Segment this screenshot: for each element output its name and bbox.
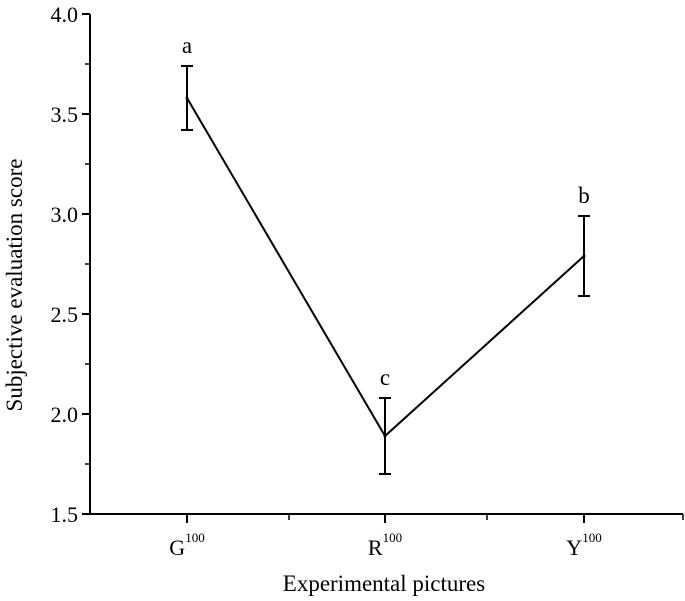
plot-area: a c b	[181, 33, 590, 475]
y-tick-label: 3.5	[51, 102, 79, 127]
x-tick-label: Y100	[566, 530, 601, 560]
y-tick-label: 2.0	[51, 402, 79, 427]
y-tick-label: 4.0	[51, 2, 79, 27]
x-tick-label: R100	[368, 530, 402, 560]
x-axis: G100 R100 Y100	[90, 513, 684, 560]
data-point	[582, 254, 586, 258]
y-tick-label: 2.5	[51, 302, 79, 327]
significance-label: b	[578, 183, 590, 208]
data-point	[185, 96, 189, 100]
y-tick-label: 1.5	[51, 502, 79, 527]
x-tick-label: G100	[169, 530, 204, 560]
significance-label: a	[182, 33, 192, 58]
y-tick-label: 3.0	[51, 202, 79, 227]
data-point	[383, 434, 387, 438]
x-axis-title: Experimental pictures	[283, 571, 486, 596]
y-axis-title: Subjective evaluation score	[2, 159, 27, 412]
y-axis: 1.5 2.0 2.5 3.0 3.5 4.0	[51, 2, 91, 527]
significance-label: c	[380, 365, 390, 390]
